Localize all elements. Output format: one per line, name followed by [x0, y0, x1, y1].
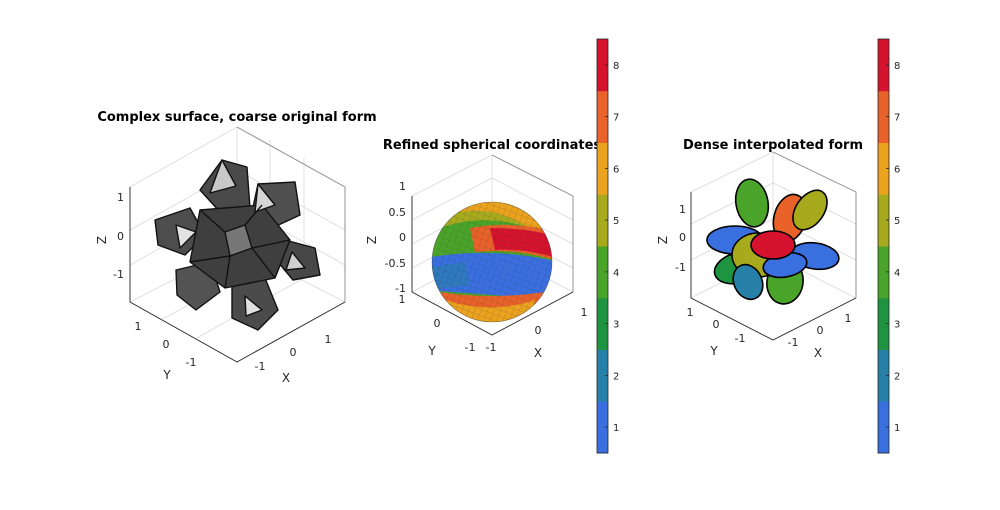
colorbar-tick-label: 1: [894, 423, 900, 434]
y-tick-label: -1: [186, 356, 197, 369]
x-tick-label: -1: [788, 336, 799, 349]
y-tick-label: 1: [135, 320, 142, 333]
y-axis-label-3: Y: [709, 344, 718, 358]
y-ticks-3: 1 0 -1: [687, 306, 746, 345]
refined-sphere: [432, 202, 552, 322]
x-axis-label-3: X: [814, 346, 822, 360]
y-tick-label: -1: [465, 341, 476, 354]
panel-refined: Refined spherical coordinates 1 0.5 0: [365, 138, 601, 360]
z-ticks-1: 1 0 -1: [113, 191, 124, 281]
z-axis-label-2: Z: [365, 236, 379, 244]
y-ticks-2: 1 0 -1: [399, 293, 476, 354]
y-tick-label: 1: [399, 293, 406, 306]
colorbar-swatch: [878, 194, 889, 247]
colorbar-tick-label: 7: [894, 113, 900, 124]
panel-coarse: Complex surface, coarse original form: [95, 110, 377, 385]
colorbar-swatch: [597, 401, 608, 454]
z-tick-label: 1: [117, 191, 124, 204]
colorbar-swatch: [878, 246, 889, 299]
colorbar-tick-label: 5: [613, 216, 619, 227]
z-tick-label: -0.5: [385, 257, 406, 270]
colorbar-tick-label: 4: [894, 268, 900, 279]
colorbar-swatch: [597, 349, 608, 402]
z-tick-label: 0: [679, 231, 686, 244]
colorbar-swatches: [597, 39, 608, 454]
chart-title-3: Dense interpolated form: [683, 138, 863, 153]
z-ticks-2: 1 0.5 0 -0.5 -1: [385, 180, 406, 295]
colorbar-swatch: [878, 39, 889, 92]
colorbar-swatch: [878, 90, 889, 143]
dense-surface: [706, 178, 840, 305]
x-tick-label: -1: [486, 341, 497, 354]
colorbar-tick-label: 2: [894, 371, 900, 382]
y-axis-label-2: Y: [427, 344, 436, 358]
z-tick-label: -1: [675, 261, 686, 274]
x-tick-label: 0: [817, 324, 824, 337]
y-ticks-1: 1 0 -1: [135, 320, 197, 369]
colorbar-swatch: [878, 142, 889, 195]
chart-title-1: Complex surface, coarse original form: [97, 110, 376, 125]
colorbar-tick-label: 3: [613, 320, 619, 331]
x-tick-label: 0: [290, 346, 297, 359]
x-axis-label-1: X: [282, 371, 290, 385]
x-ticks-2: -1 0 1: [486, 306, 588, 354]
colorbar-swatch: [597, 194, 608, 247]
x-tick-label: 1: [325, 333, 332, 346]
z-ticks-3: 1 0 -1: [675, 203, 686, 274]
axis-lines-3: [690, 192, 857, 341]
x-tick-label: -1: [255, 360, 266, 373]
y-axis-label-1: Y: [162, 368, 171, 382]
chart-title-2: Refined spherical coordinates: [383, 138, 602, 153]
colorbar-swatch: [878, 349, 889, 402]
colorbar-tick-label: 4: [613, 268, 619, 279]
x-tick-label: 0: [535, 324, 542, 337]
colorbar-ticks: 1 2 3 4 5 6 7 8: [605, 61, 619, 434]
x-axis-label-2: X: [534, 346, 542, 360]
z-tick-label: -1: [113, 268, 124, 281]
y-tick-label: -1: [735, 332, 746, 345]
colorbar-swatch: [878, 297, 889, 350]
y-tick-label: 0: [163, 338, 170, 351]
colorbar-swatch: [597, 246, 608, 299]
colorbar-swatch: [597, 142, 608, 195]
y-tick-label: 0: [713, 318, 720, 331]
x-ticks-1: -1 0 1: [255, 333, 332, 373]
x-ticks-3: -1 0 1: [788, 312, 852, 349]
z-axis-label-3: Z: [656, 236, 670, 244]
y-tick-label: 0: [434, 317, 441, 330]
colorbar-tick-label: 8: [613, 61, 619, 72]
colorbar-2: 1 2 3 4 5 6 7 8: [877, 38, 900, 454]
z-axis-label-1: Z: [95, 236, 109, 244]
z-tick-label: 0: [399, 231, 406, 244]
colorbar-swatch: [878, 401, 889, 454]
colorbar-swatch: [597, 90, 608, 143]
colorbar-1: 1 2 3 4 5 6 7 8: [596, 38, 619, 454]
colorbar-swatches: [878, 39, 889, 454]
z-tick-label: 0.5: [389, 206, 407, 219]
colorbar-tick-label: 6: [613, 164, 619, 175]
z-tick-label: -1: [395, 282, 406, 295]
x-tick-label: 1: [845, 312, 852, 325]
colorbar-tick-label: 2: [613, 371, 619, 382]
y-tick-label: 1: [687, 306, 694, 319]
axis-lines-2: [411, 196, 574, 336]
coarse-surface: [154, 159, 321, 331]
axis-lines-1: [129, 187, 346, 363]
colorbar-tick-label: 8: [894, 61, 900, 72]
colorbar-tick-label: 7: [613, 113, 619, 124]
x-tick-label: 1: [581, 306, 588, 319]
panel-dense: Dense interpolated form 1 0 -1: [656, 138, 863, 360]
colorbar-ticks: 1 2 3 4 5 6 7 8: [886, 61, 900, 434]
z-tick-label: 1: [399, 180, 406, 193]
z-tick-label: 0: [117, 230, 124, 243]
colorbar-tick-label: 6: [894, 164, 900, 175]
z-tick-label: 1: [679, 203, 686, 216]
colorbar-tick-label: 1: [613, 423, 619, 434]
colorbar-swatch: [597, 297, 608, 350]
colorbar-swatch: [597, 39, 608, 92]
colorbar-tick-label: 5: [894, 216, 900, 227]
colorbar-tick-label: 3: [894, 320, 900, 331]
